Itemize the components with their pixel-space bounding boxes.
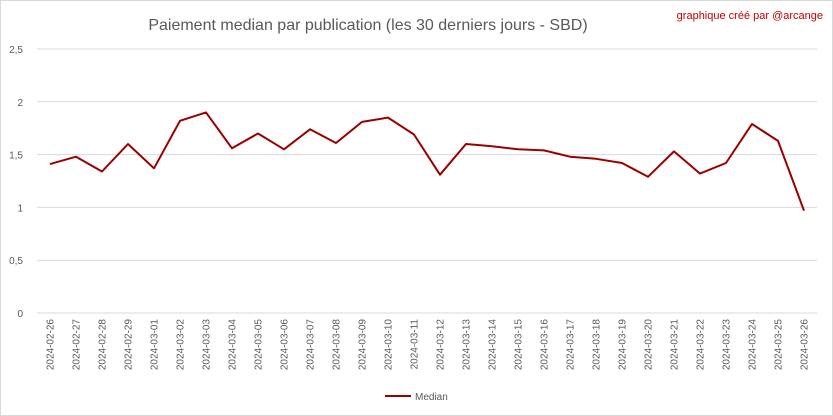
data-point[interactable] [48, 162, 53, 167]
x-tick-label: 2024-03-06 [280, 319, 291, 371]
data-point[interactable] [386, 115, 391, 120]
data-point[interactable] [178, 118, 183, 123]
x-tick-label: 2024-03-01 [150, 319, 161, 371]
grid-lines [37, 48, 817, 314]
x-tick-label: 2024-03-05 [254, 319, 265, 371]
data-point[interactable] [672, 149, 677, 154]
data-point[interactable] [490, 144, 495, 149]
x-tick-label: 2024-02-27 [72, 319, 83, 371]
data-point[interactable] [620, 161, 625, 166]
y-tick-label: 2 [17, 98, 23, 109]
x-tick-label: 2024-03-07 [306, 319, 317, 371]
data-point[interactable] [438, 172, 443, 177]
data-point[interactable] [646, 174, 651, 179]
x-tick-label: 2024-03-25 [774, 319, 785, 371]
y-tick-label: 1 [17, 203, 23, 214]
x-tick-label: 2024-03-18 [592, 319, 603, 371]
data-point[interactable] [256, 131, 261, 136]
x-tick-label: 2024-03-20 [644, 319, 655, 371]
data-point[interactable] [334, 140, 339, 145]
data-point[interactable] [594, 156, 599, 161]
data-point[interactable] [308, 127, 313, 132]
x-tick-label: 2024-03-03 [202, 319, 213, 371]
x-tick-label: 2024-03-26 [800, 319, 811, 371]
x-tick-label: 2024-03-23 [722, 319, 733, 371]
data-point[interactable] [126, 142, 131, 147]
x-tick-label: 2024-03-11 [410, 319, 421, 370]
data-point[interactable] [464, 142, 469, 147]
x-tick-label: 2024-03-24 [748, 319, 759, 371]
data-point[interactable] [152, 166, 157, 171]
data-point[interactable] [542, 148, 547, 153]
data-point[interactable] [204, 110, 209, 115]
x-tick-label: 2024-03-10 [384, 319, 395, 371]
data-point[interactable] [776, 138, 781, 143]
data-point[interactable] [74, 154, 79, 159]
x-tick-label: 2024-03-13 [462, 319, 473, 371]
data-point[interactable] [750, 121, 755, 126]
x-tick-label: 2024-02-28 [98, 319, 109, 371]
data-point[interactable] [412, 132, 417, 137]
x-tick-label: 2024-03-19 [618, 319, 629, 371]
chart-credit: graphique créé par @arcange [677, 10, 823, 22]
x-tick-label: 2024-03-12 [436, 319, 447, 371]
chart-title: Paiement median par publication (les 30 … [148, 17, 587, 34]
x-tick-label: 2024-03-22 [696, 319, 707, 371]
x-tick-label: 2024-03-14 [488, 319, 499, 371]
data-point[interactable] [360, 119, 365, 124]
series-line-median [49, 111, 805, 211]
data-point[interactable] [282, 147, 287, 152]
y-tick-label: 0,5 [9, 256, 23, 267]
x-tick-label: 2024-03-16 [540, 319, 551, 371]
data-point[interactable] [568, 154, 573, 159]
x-tick-label: 2024-03-09 [358, 319, 369, 371]
x-tick-label: 2024-02-26 [46, 319, 57, 371]
data-point[interactable] [230, 146, 235, 151]
x-tick-label: 2024-03-17 [566, 319, 577, 371]
data-point[interactable] [698, 171, 703, 176]
x-tick-label: 2024-03-15 [514, 319, 525, 371]
data-point[interactable] [802, 208, 807, 213]
y-tick-label: 1,5 [9, 151, 23, 162]
y-axis: 0 0,5 1 1,5 2 2,5 [9, 45, 23, 320]
legend[interactable]: Median [385, 392, 448, 403]
x-tick-label: 2024-02-29 [124, 319, 135, 371]
y-tick-label: 2,5 [9, 45, 23, 56]
series-group [48, 110, 807, 213]
x-axis: 2024-02-26 2024-02-27 2024-02-28 2024-02-29… [46, 319, 811, 371]
x-tick-label: 2024-03-08 [332, 319, 343, 371]
data-point[interactable] [100, 169, 105, 174]
data-point[interactable] [516, 147, 521, 152]
data-point[interactable] [724, 161, 729, 166]
x-tick-label: 2024-03-02 [176, 319, 187, 371]
x-tick-label: 2024-03-21 [670, 319, 681, 371]
y-tick-label: 0 [17, 309, 23, 320]
x-tick-label: 2024-03-04 [228, 319, 239, 371]
legend-label-median: Median [415, 392, 448, 403]
